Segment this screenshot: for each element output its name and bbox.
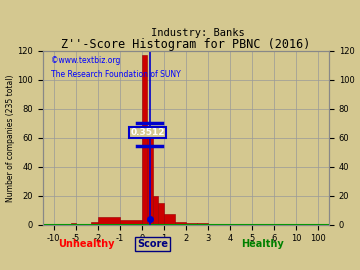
- Bar: [90, 222, 98, 225]
- Text: ©www.textbiz.org: ©www.textbiz.org: [51, 56, 121, 65]
- Y-axis label: Number of companies (235 total): Number of companies (235 total): [5, 74, 14, 201]
- Bar: [153, 196, 158, 225]
- Bar: [98, 217, 120, 225]
- Bar: [142, 55, 147, 225]
- Bar: [186, 223, 197, 225]
- Bar: [197, 223, 208, 225]
- Text: Healthy: Healthy: [242, 239, 284, 249]
- Title: Z''-Score Histogram for PBNC (2016): Z''-Score Histogram for PBNC (2016): [61, 38, 311, 51]
- Text: Unhealthy: Unhealthy: [59, 239, 115, 249]
- Bar: [158, 203, 164, 225]
- Text: 0.3512: 0.3512: [131, 128, 165, 137]
- Text: Score: Score: [138, 239, 168, 249]
- Bar: [175, 222, 186, 225]
- Bar: [120, 220, 142, 225]
- Bar: [147, 138, 153, 225]
- Text: Industry: Banks: Industry: Banks: [151, 28, 245, 38]
- Text: The Research Foundation of SUNY: The Research Foundation of SUNY: [51, 70, 181, 79]
- Bar: [164, 214, 175, 225]
- Bar: [71, 223, 76, 225]
